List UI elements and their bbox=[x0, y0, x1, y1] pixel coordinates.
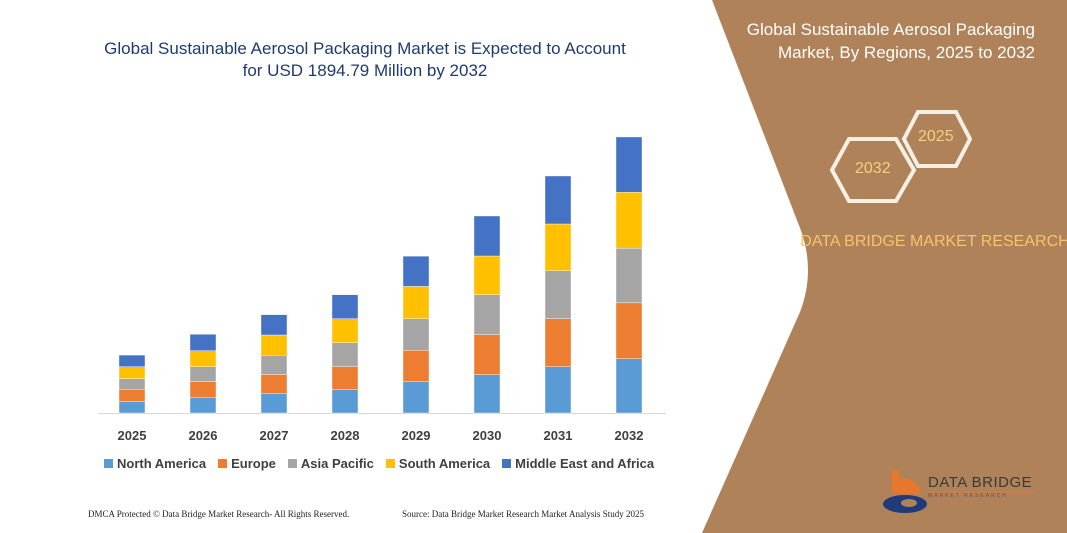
bar-segment-2031-3 bbox=[544, 223, 572, 271]
bar-segment-2032-4 bbox=[615, 136, 643, 193]
bar-segment-2032-3 bbox=[615, 192, 643, 249]
hex-2025-label: 2025 bbox=[918, 128, 954, 145]
legend-label: Europe bbox=[231, 456, 276, 471]
footer-source: Source: Data Bridge Market Research Mark… bbox=[402, 509, 644, 519]
bar-segment-2026-3 bbox=[189, 350, 217, 367]
legend-swatch bbox=[385, 459, 395, 468]
legend-item: Middle East and Africa bbox=[502, 456, 654, 471]
bar-segment-2027-1 bbox=[260, 374, 288, 394]
x-tick-label: 2026 bbox=[189, 428, 218, 443]
chart-title: Global Sustainable Aerosol Packaging Mar… bbox=[104, 39, 626, 80]
bar-segment-2026-0 bbox=[189, 397, 217, 414]
legend-swatch bbox=[104, 459, 113, 468]
x-tick-label: 2027 bbox=[260, 428, 289, 443]
legend-swatch bbox=[218, 459, 228, 468]
bar-segment-2029-3 bbox=[402, 286, 430, 319]
bar-segment-2028-2 bbox=[331, 342, 359, 367]
bar-segment-2025-4 bbox=[118, 354, 146, 367]
x-tick-label: 2032 bbox=[615, 428, 644, 443]
bar-segment-2030-0 bbox=[473, 374, 501, 414]
legend-label: South America bbox=[398, 456, 491, 471]
legend-swatch bbox=[287, 459, 297, 468]
logo-text: DATA BRIDGE bbox=[928, 474, 1033, 491]
bar-segment-2027-4 bbox=[260, 314, 288, 336]
brand-text: DATA BRIDGE MARKET RESEARCH bbox=[800, 233, 1067, 250]
hex-2032-label: 2032 bbox=[855, 160, 891, 177]
bar-segment-2031-4 bbox=[544, 175, 572, 225]
bar-segment-2028-3 bbox=[331, 318, 359, 343]
bar-segment-2029-2 bbox=[402, 318, 430, 351]
legend-item: Europe bbox=[218, 456, 276, 471]
legend-item: Asia Pacific bbox=[287, 456, 374, 471]
bar-segment-2029-1 bbox=[402, 350, 430, 382]
legend-label: Middle East and Africa bbox=[515, 456, 655, 471]
bar-segment-2030-1 bbox=[473, 334, 501, 375]
bar-segment-2030-3 bbox=[473, 255, 501, 295]
bar-segment-2028-0 bbox=[331, 389, 359, 414]
legend-label: Asia Pacific bbox=[300, 456, 374, 471]
bar-segment-2027-2 bbox=[260, 355, 288, 375]
footer-copyright: DMCA Protected © Data Bridge Market Rese… bbox=[88, 509, 350, 519]
bar-segment-2026-2 bbox=[189, 366, 217, 382]
bar-segment-2025-2 bbox=[118, 378, 146, 390]
legend-item: North America bbox=[104, 456, 206, 471]
bar-segment-2031-2 bbox=[544, 270, 572, 319]
bar-segment-2031-1 bbox=[544, 318, 572, 367]
bar-segment-2027-0 bbox=[260, 393, 288, 414]
bar-segment-2026-1 bbox=[189, 381, 217, 398]
bar-segment-2025-3 bbox=[118, 366, 146, 379]
x-tick-label: 2029 bbox=[402, 428, 431, 443]
legend-swatch bbox=[502, 459, 512, 468]
bar-segment-2026-4 bbox=[189, 334, 217, 351]
chart-plot: 2025 2026 2027 2028 2029 2030 2031 2032 bbox=[98, 136, 666, 443]
x-tick-label: 2025 bbox=[118, 428, 147, 443]
side-panel-title: Global Sustainable Aerosol Packaging Mar… bbox=[746, 20, 1035, 62]
bar-segment-2029-0 bbox=[402, 381, 430, 414]
legend-label: North America bbox=[117, 456, 207, 471]
bar-segment-2028-4 bbox=[331, 294, 359, 319]
bar-segment-2030-2 bbox=[473, 294, 501, 335]
bar-segment-2025-1 bbox=[118, 389, 146, 402]
x-tick-label: 2028 bbox=[331, 428, 360, 443]
bar-segment-2025-0 bbox=[118, 401, 146, 414]
bar-segment-2027-3 bbox=[260, 334, 288, 356]
side-panel bbox=[702, 0, 1067, 533]
bar-segment-2029-4 bbox=[402, 255, 430, 287]
logo-icon bbox=[883, 470, 927, 513]
bar-segment-2028-1 bbox=[331, 366, 359, 390]
hex-2025 bbox=[901, 110, 973, 168]
chart-legend: North America Europe Asia Pacific South Ame… bbox=[104, 456, 654, 471]
bar-segment-2030-4 bbox=[473, 215, 501, 257]
legend-item: South America bbox=[385, 456, 491, 471]
bar-segment-2032-1 bbox=[615, 302, 643, 359]
x-tick-label: 2030 bbox=[473, 428, 502, 443]
bar-segment-2032-2 bbox=[615, 247, 643, 304]
logo-subtext: MARKET RESEARCH bbox=[928, 493, 1008, 499]
x-tick-label: 2031 bbox=[544, 428, 573, 443]
bar-segment-2031-0 bbox=[544, 366, 572, 414]
hex-2032 bbox=[829, 137, 917, 203]
bar-segment-2032-0 bbox=[615, 358, 643, 414]
